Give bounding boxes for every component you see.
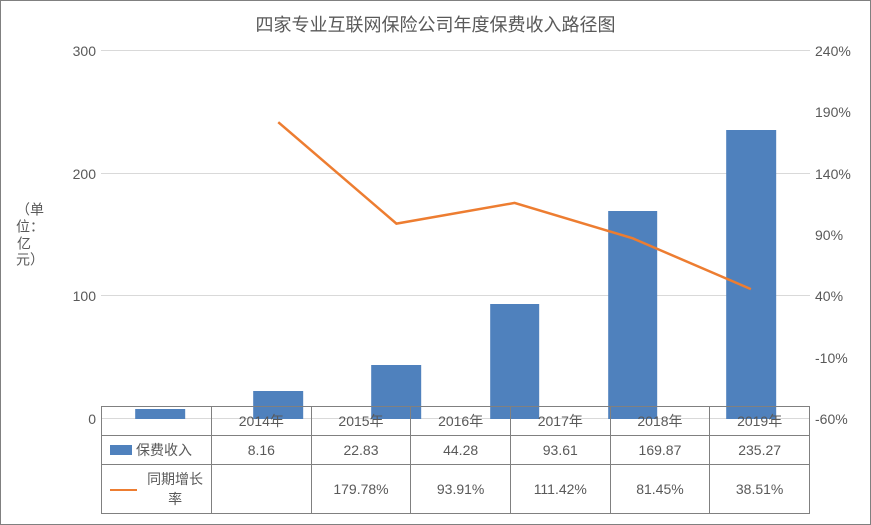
- y-left-axis-title: （单位：亿元）: [16, 201, 32, 268]
- bar-legend-icon: [110, 445, 132, 455]
- bar-value-cell: 8.16: [212, 436, 312, 465]
- table-header-blank: [102, 407, 212, 436]
- legend-bar: 保费收入: [102, 436, 212, 465]
- y-right-tick: 140%: [815, 166, 851, 182]
- bar-series-name: 保费收入: [136, 440, 192, 460]
- table-row-bar-series: 保费收入 8.1622.8344.2893.61169.87235.27: [102, 436, 810, 465]
- line-value-cell: 111.42%: [510, 465, 610, 514]
- line-layer: [101, 51, 810, 406]
- line-value-cell: 81.45%: [610, 465, 710, 514]
- y-left-tick-labels: 0100200300: [56, 51, 96, 419]
- y-right-tick-labels: -60%-10%40%90%140%190%240%: [815, 51, 865, 419]
- y-right-tick: -10%: [815, 350, 848, 366]
- line-series-name: 同期增长率: [141, 469, 209, 509]
- bar-value-cell: 235.27: [710, 436, 810, 465]
- y-right-tick: 190%: [815, 104, 851, 120]
- y-left-tick: 200: [73, 166, 96, 182]
- category-cell: 2017年: [510, 407, 610, 436]
- growth-line: [278, 122, 751, 289]
- category-cell: 2014年: [212, 407, 312, 436]
- table-row-line-series: 同期增长率 179.78%93.91%111.42%81.45%38.51%: [102, 465, 810, 514]
- bar-value-cell: 169.87: [610, 436, 710, 465]
- y-left-tick: 300: [73, 43, 96, 59]
- category-cell: 2016年: [411, 407, 511, 436]
- y-right-tick: 240%: [815, 43, 851, 59]
- chart-title: 四家专业互联网保险公司年度保费收入路径图: [1, 1, 870, 37]
- line-value-cell: 179.78%: [311, 465, 411, 514]
- line-legend-icon: [110, 483, 137, 495]
- line-value-cell: 38.51%: [710, 465, 810, 514]
- plot: [101, 51, 810, 419]
- y-right-tick: -60%: [815, 411, 848, 427]
- bar-value-cell: 44.28: [411, 436, 511, 465]
- line-value-cell: [212, 465, 312, 514]
- bar-value-cell: 93.61: [510, 436, 610, 465]
- bar-value-cell: 22.83: [311, 436, 411, 465]
- category-cell: 2015年: [311, 407, 411, 436]
- legend-line: 同期增长率: [102, 465, 212, 514]
- data-table: 2014年2015年2016年2017年2018年2019年 保费收入 8.16…: [101, 406, 810, 514]
- line-value-cell: 93.91%: [411, 465, 511, 514]
- y-right-tick: 40%: [815, 288, 843, 304]
- category-cell: 2018年: [610, 407, 710, 436]
- category-cell: 2019年: [710, 407, 810, 436]
- y-left-tick: 100: [73, 288, 96, 304]
- table-row-categories: 2014年2015年2016年2017年2018年2019年: [102, 407, 810, 436]
- plot-area: （单位：亿元） 0100200300 -60%-10%40%90%140%190…: [101, 51, 810, 419]
- y-left-tick: 0: [88, 411, 96, 427]
- y-right-tick: 90%: [815, 227, 843, 243]
- chart-container: 四家专业互联网保险公司年度保费收入路径图 （单位：亿元） 0100200300 …: [0, 0, 871, 525]
